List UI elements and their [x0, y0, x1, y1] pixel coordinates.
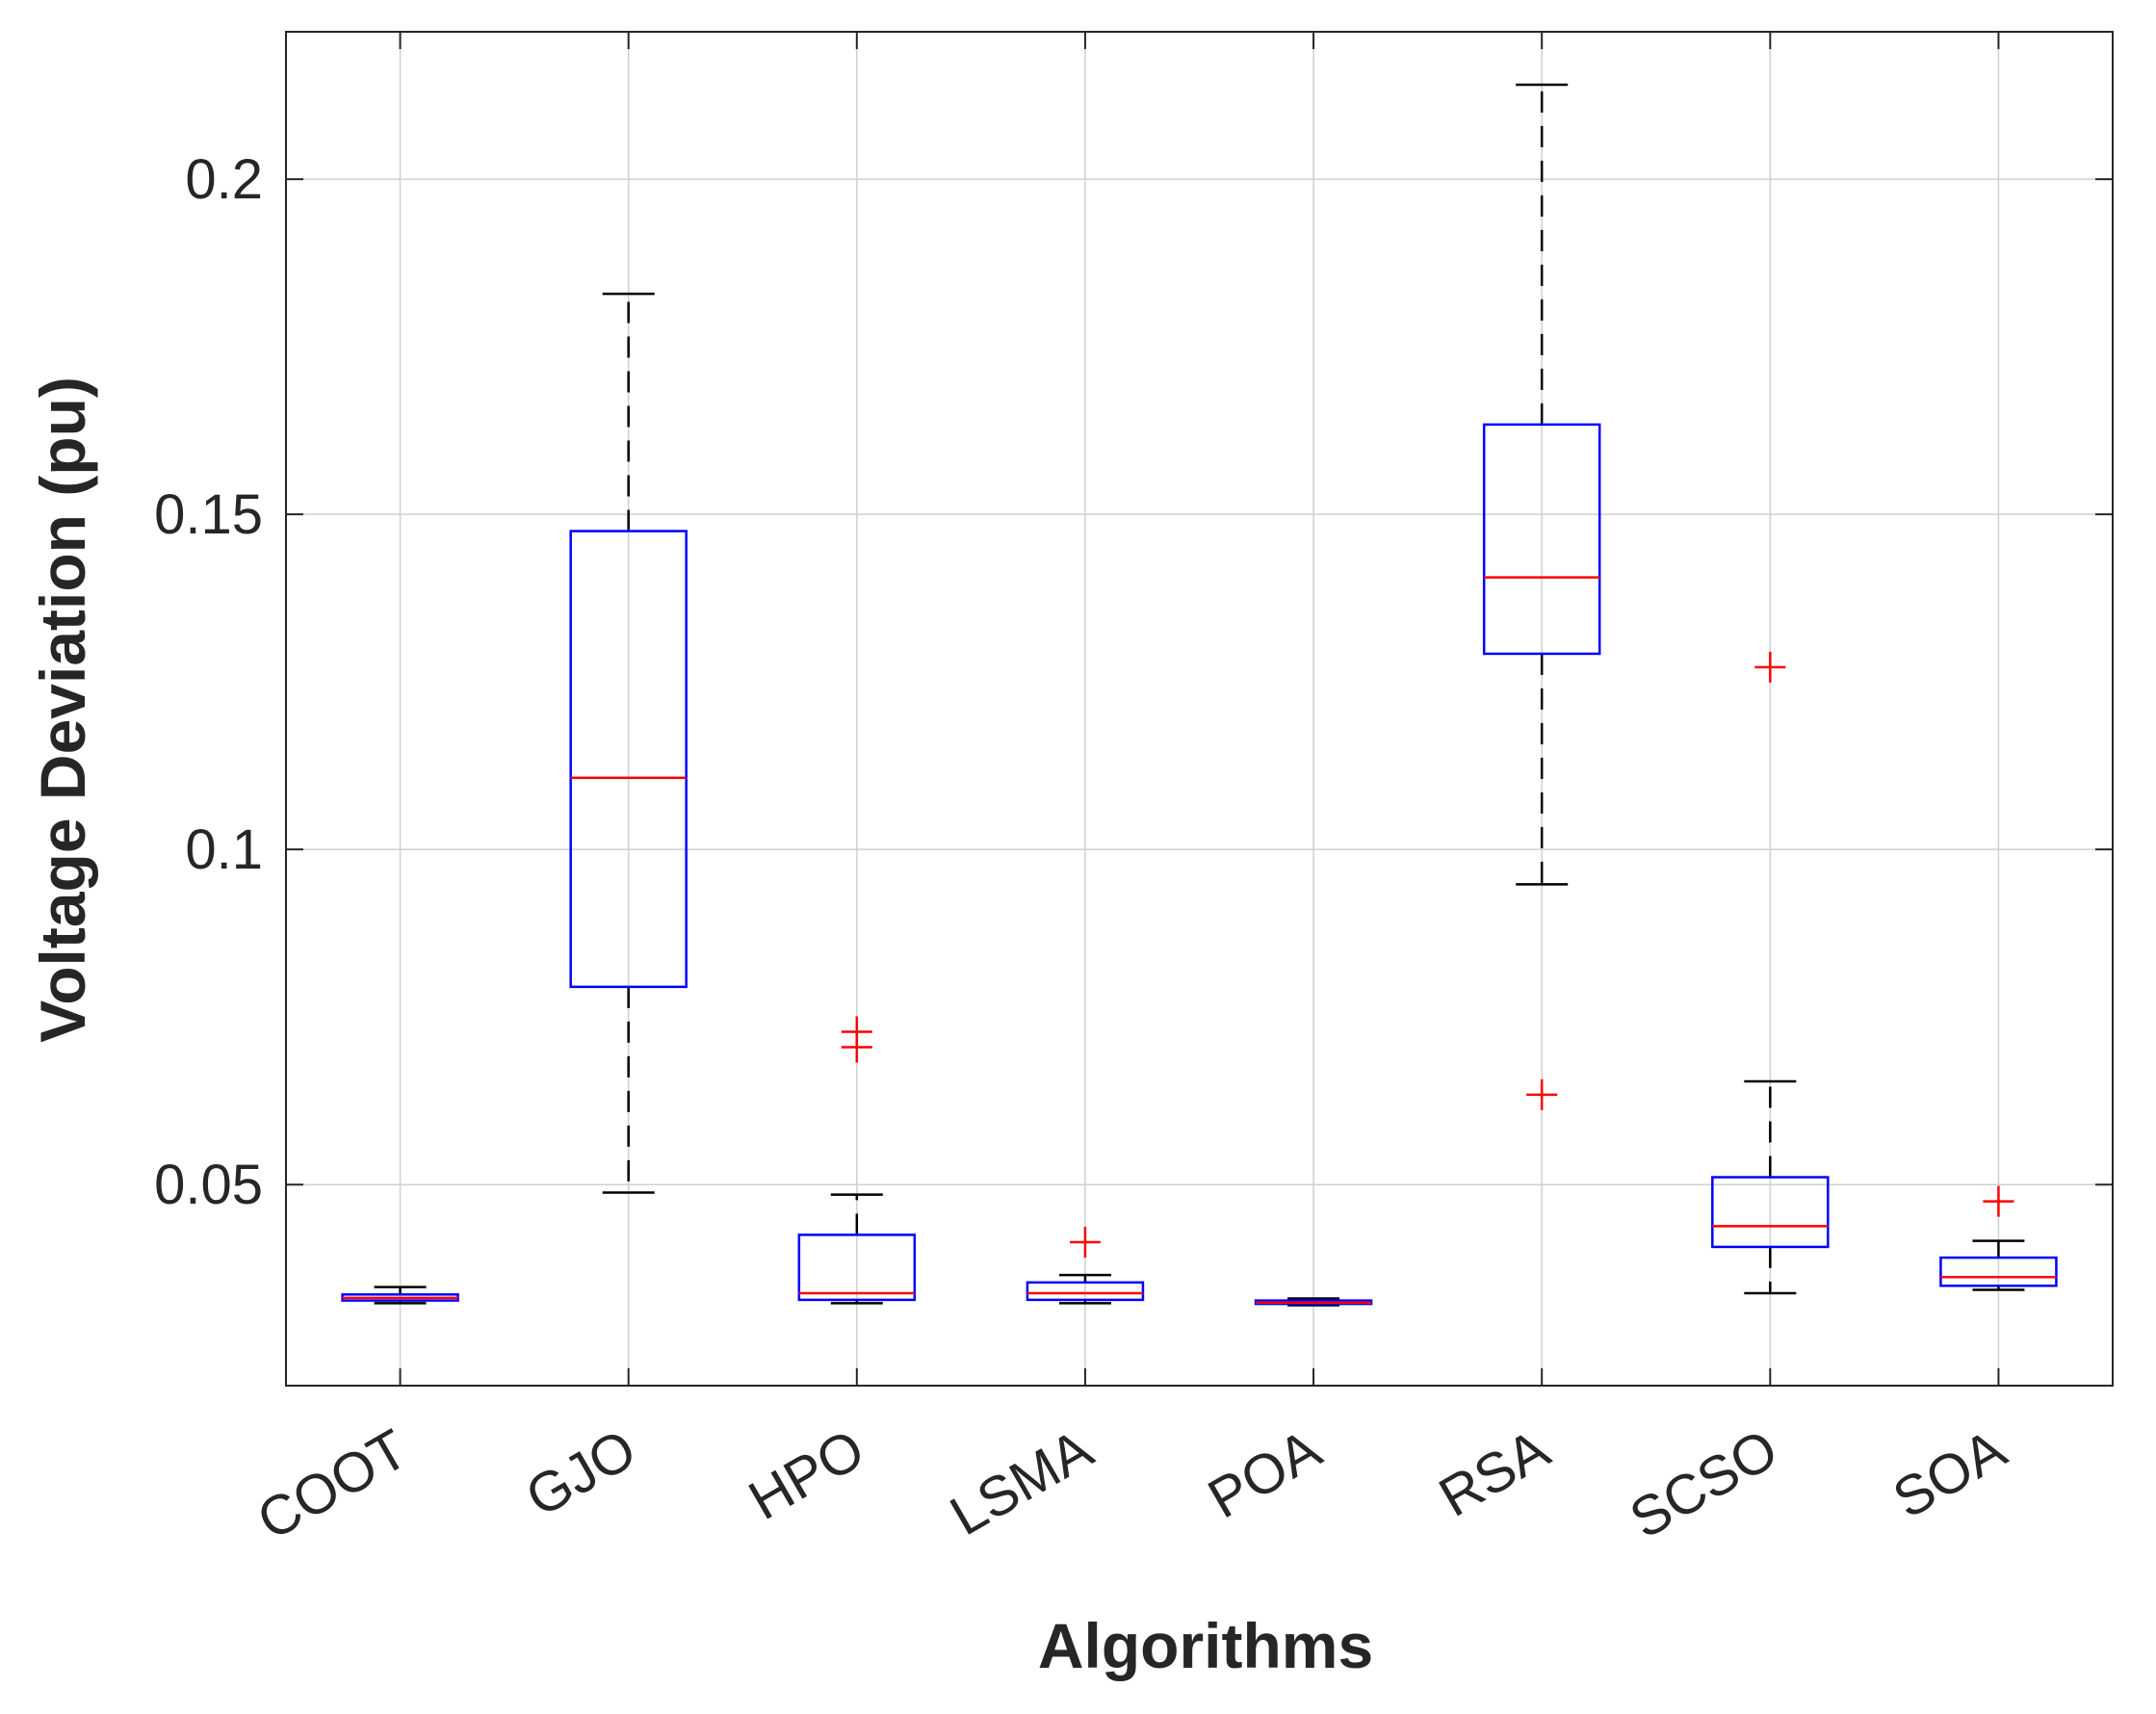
y-tick-label: 0.1	[185, 818, 263, 881]
box-poa	[1254, 1297, 1373, 1307]
iqr-box	[1939, 1256, 2058, 1287]
x-tick-label: HPO	[739, 1417, 874, 1532]
grid-lines	[286, 32, 2113, 1386]
plot-area-frame	[285, 31, 2114, 1387]
outlier-marker	[1069, 1227, 1101, 1259]
box-hpo	[797, 1016, 917, 1305]
iqr-box	[797, 1234, 917, 1302]
x-tick-label: LSMA	[940, 1417, 1104, 1547]
y-tick-label: 0.2	[185, 148, 263, 211]
iqr-box	[1482, 423, 1601, 656]
box-gjo	[569, 292, 688, 1194]
outlier-marker	[1754, 651, 1786, 683]
box-series	[341, 83, 2058, 1307]
box-coot	[341, 1286, 459, 1305]
x-tick-label: SCSO	[1620, 1417, 1788, 1550]
x-tick-label: RSA	[1429, 1417, 1560, 1529]
box-soa	[1939, 1185, 2058, 1291]
outlier-marker	[1526, 1078, 1558, 1110]
outlier-marker	[1983, 1185, 2014, 1217]
box-scso	[1711, 651, 1830, 1295]
y-tick-label: 0.05	[154, 1154, 263, 1216]
iqr-box	[1711, 1176, 1830, 1249]
x-tick-label: POA	[1198, 1417, 1332, 1531]
x-tick-label: SOA	[1883, 1417, 2016, 1531]
x-tick-label: GJO	[515, 1417, 646, 1529]
axis-ticks: 0.05 0.1 0.15 0.2 COOT GJO HPO LSMA POA RSA SCSO SO…	[154, 32, 2113, 1552]
iqr-box	[1026, 1281, 1145, 1302]
y-axis-label: Voltage Deviation (pu)	[27, 377, 98, 1043]
iqr-box	[569, 530, 688, 989]
box-lsma	[1026, 1227, 1145, 1305]
x-axis-label: Algorithms	[1038, 1610, 1373, 1681]
outlier-marker	[841, 1016, 872, 1048]
box-rsa	[1482, 83, 1601, 1110]
y-tick-label: 0.15	[154, 483, 263, 546]
x-tick-label: COOT	[247, 1417, 418, 1552]
